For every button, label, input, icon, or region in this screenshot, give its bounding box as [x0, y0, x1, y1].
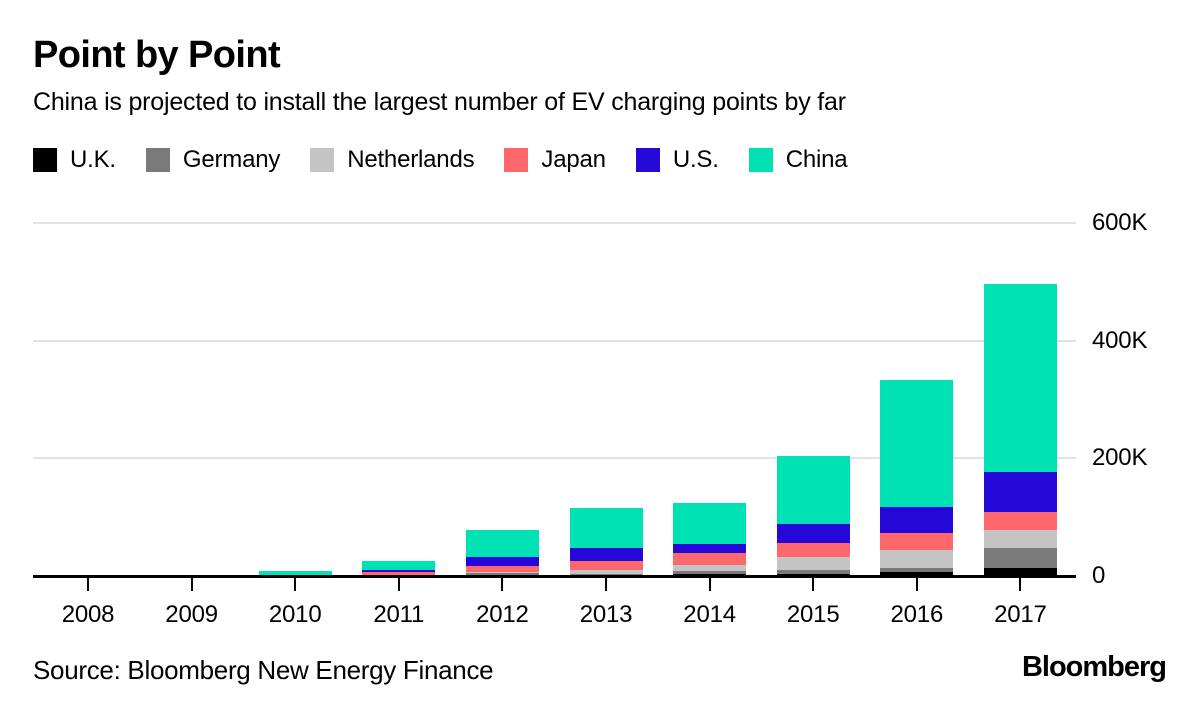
bar-segment-2014-china: [673, 503, 747, 544]
legend: U.K. Germany Netherlands Japan U.S. China: [33, 146, 848, 174]
legend-label: Netherlands: [347, 146, 475, 173]
bar-segment-2016-japan: [880, 533, 954, 551]
y-label-0: 0: [1092, 562, 1106, 589]
bar-segment-2010-china: [258, 570, 332, 575]
legend-item-germany: Germany: [145, 146, 281, 174]
x-axis-line: [33, 574, 1076, 578]
bar-segment-2017-uk: [983, 568, 1057, 576]
bar-2009: [155, 0, 229, 576]
y-label-600K: 600K: [1092, 209, 1148, 236]
bar-segment-2015-germany: [776, 570, 850, 574]
bar-segment-2012-japan: [465, 565, 539, 572]
bar-2014: [673, 0, 747, 576]
x-label-2014: 2014: [683, 601, 736, 628]
bar-segment-2017-japan: [983, 512, 1057, 531]
legend-label: Germany: [182, 146, 281, 173]
legend-item-netherlands: Netherlands: [310, 146, 475, 174]
x-label-2015: 2015: [786, 601, 840, 628]
bar-segment-2016-china: [880, 380, 954, 508]
legend-swatch-icon: [635, 148, 660, 172]
bar-2017: [983, 0, 1057, 576]
x-label-2011: 2011: [373, 601, 425, 628]
bar-segment-2014-netherlands: [673, 564, 747, 572]
bar-segment-2015-us: [776, 523, 850, 543]
x-tick-2016: [915, 577, 918, 591]
bar-segment-2015-china: [776, 456, 850, 524]
bar-segment-2016-us: [880, 507, 954, 534]
bar-2011: [362, 0, 436, 576]
bar-segment-2011-china: [362, 561, 436, 571]
legend-item-us: U.S.: [635, 146, 719, 174]
legend-swatch-icon: [504, 148, 529, 172]
bar-segment-2017-netherlands: [983, 530, 1057, 548]
bar-2010: [258, 0, 332, 576]
x-label-2010: 2010: [268, 601, 322, 628]
bar-segment-2013-china: [569, 507, 643, 549]
gridline-400K: [33, 339, 1076, 342]
bloomberg-logo: Bloomberg: [1021, 651, 1167, 683]
legend-label: China: [785, 146, 848, 173]
bar-segment-2011-japan: [362, 572, 436, 576]
legend-swatch-icon: [748, 148, 773, 172]
bar-segment-2014-us: [673, 543, 747, 554]
y-label-200K: 200K: [1092, 444, 1148, 472]
bar-2012: [465, 0, 539, 576]
bar-segment-2011-us: [362, 570, 436, 573]
x-label-2016: 2016: [890, 601, 944, 628]
bar-segment-2013-us: [569, 548, 643, 561]
page-subtitle: China is projected to install the larges…: [33, 88, 846, 116]
bar-2008: [51, 0, 125, 576]
gridline-200K: [33, 457, 1076, 460]
page-title: Point by Point: [33, 34, 281, 76]
x-tick-2012: [501, 577, 504, 591]
bar-segment-2012-us: [465, 557, 539, 566]
bar-segment-2017-us: [983, 472, 1057, 513]
x-label-2009: 2009: [165, 601, 218, 628]
legend-swatch-icon: [145, 148, 170, 172]
x-label-2013: 2013: [579, 601, 633, 628]
bar-segment-2015-japan: [776, 542, 850, 558]
x-tick-2008: [87, 577, 89, 591]
legend-label: Japan: [541, 146, 606, 173]
y-label-400K: 400K: [1092, 326, 1148, 354]
bar-segment-2012-china: [465, 529, 539, 558]
bar-2013: [569, 0, 643, 576]
legend-swatch-icon: [310, 148, 335, 172]
bar-segment-2012-germany: [465, 573, 539, 575]
x-tick-2014: [708, 577, 711, 591]
legend-item-japan: Japan: [504, 146, 606, 174]
legend-label: U.S.: [672, 146, 719, 173]
bar-segment-2017-germany: [983, 547, 1057, 569]
bar-segment-2016-germany: [880, 567, 954, 572]
bar-segment-2013-japan: [569, 560, 643, 571]
legend-swatch-icon: [33, 148, 57, 172]
bar-segment-2017-china: [983, 284, 1057, 473]
bar-2016: [880, 0, 954, 576]
x-label-2017: 2017: [994, 601, 1047, 628]
bar-segment-2014-japan: [673, 553, 747, 565]
bar-segment-2013-netherlands: [569, 570, 643, 574]
source-note: Source: Bloomberg New Energy Finance: [33, 655, 494, 685]
legend-item-uk: U.K.: [33, 146, 116, 174]
bar-segment-2014-germany: [673, 571, 747, 575]
x-tick-2017: [1019, 577, 1022, 591]
bar-segment-2016-netherlands: [880, 550, 954, 568]
x-tick-2015: [812, 577, 815, 591]
x-tick-2013: [605, 577, 607, 591]
legend-item-china: China: [748, 146, 848, 174]
bar-segment-2012-netherlands: [465, 571, 539, 574]
bar-segment-2015-netherlands: [776, 557, 850, 571]
gridline-600K: [33, 222, 1076, 224]
x-tick-2009: [190, 577, 193, 591]
x-tick-2010: [294, 577, 297, 591]
x-label-2008: 2008: [61, 601, 115, 628]
x-tick-2011: [397, 577, 400, 591]
legend-label: U.K.: [70, 146, 116, 173]
bar-2015: [776, 0, 850, 576]
bar-segment-2013-germany: [569, 573, 643, 576]
bar-segment-2016-uk: [880, 571, 954, 576]
x-label-2012: 2012: [476, 601, 529, 628]
